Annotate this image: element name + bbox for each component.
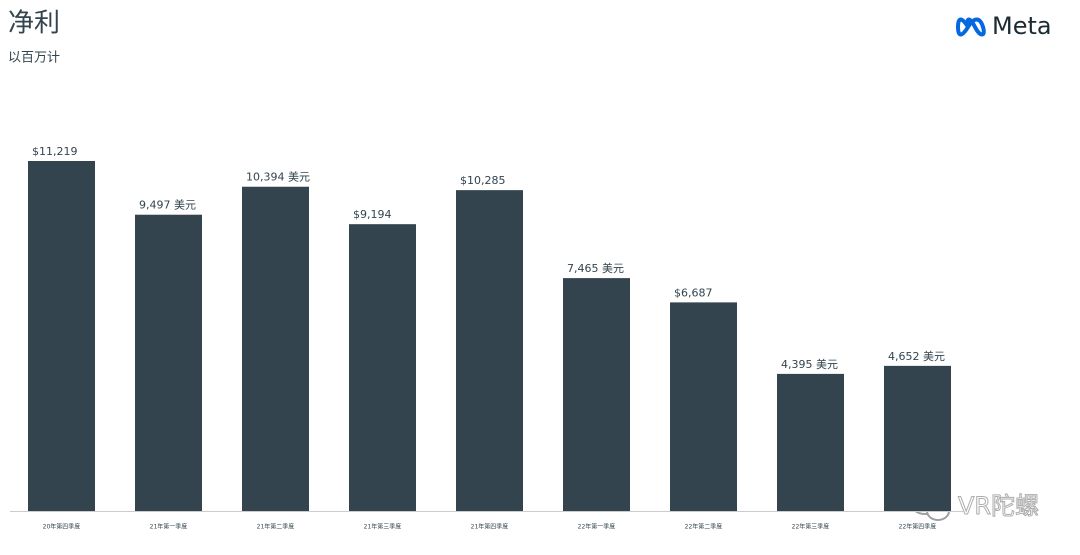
value-label: $11,219: [32, 145, 78, 158]
value-label: 4,652 美元: [888, 350, 945, 363]
x-tick-label: 21年第三季度: [364, 523, 402, 531]
bar: [135, 214, 202, 511]
bar: [349, 224, 416, 511]
bar: [456, 190, 523, 512]
x-tick-label: 21年第一季度: [150, 523, 188, 531]
x-tick-label: 22年第四季度: [899, 523, 937, 531]
x-tick-label: 21年第二季度: [257, 523, 295, 531]
bar: [884, 365, 951, 511]
x-tick-label: 21年第四季度: [471, 523, 509, 531]
chart-subtitle: 以百万计: [8, 51, 60, 66]
logo-text: Meta: [992, 12, 1052, 40]
bar: [28, 161, 95, 511]
value-label: 9,497 美元: [139, 199, 196, 212]
bar: [242, 186, 309, 511]
value-label: $6,687: [674, 286, 713, 299]
value-label: 4,395 美元: [781, 358, 838, 371]
bar: [777, 373, 844, 511]
bar: [670, 302, 737, 511]
x-tick-label: 22年第三季度: [792, 523, 830, 531]
bar: [563, 278, 630, 511]
logo-mark: [955, 17, 986, 37]
logo: Meta: [955, 12, 1052, 40]
x-tick-label: 22年第一季度: [578, 523, 616, 531]
value-label: $10,285: [460, 174, 506, 187]
chart-title: 净利: [8, 9, 60, 39]
watermark-text: VR陀螺: [958, 492, 1039, 520]
x-tick-label: 20年第四季度: [43, 523, 81, 531]
value-label: 7,465 美元: [567, 262, 624, 275]
x-tick-label: 22年第二季度: [685, 523, 723, 531]
watermark: VR陀螺: [910, 491, 1040, 521]
value-label: 10,394 美元: [246, 171, 310, 184]
value-label: $9,194: [353, 208, 392, 221]
